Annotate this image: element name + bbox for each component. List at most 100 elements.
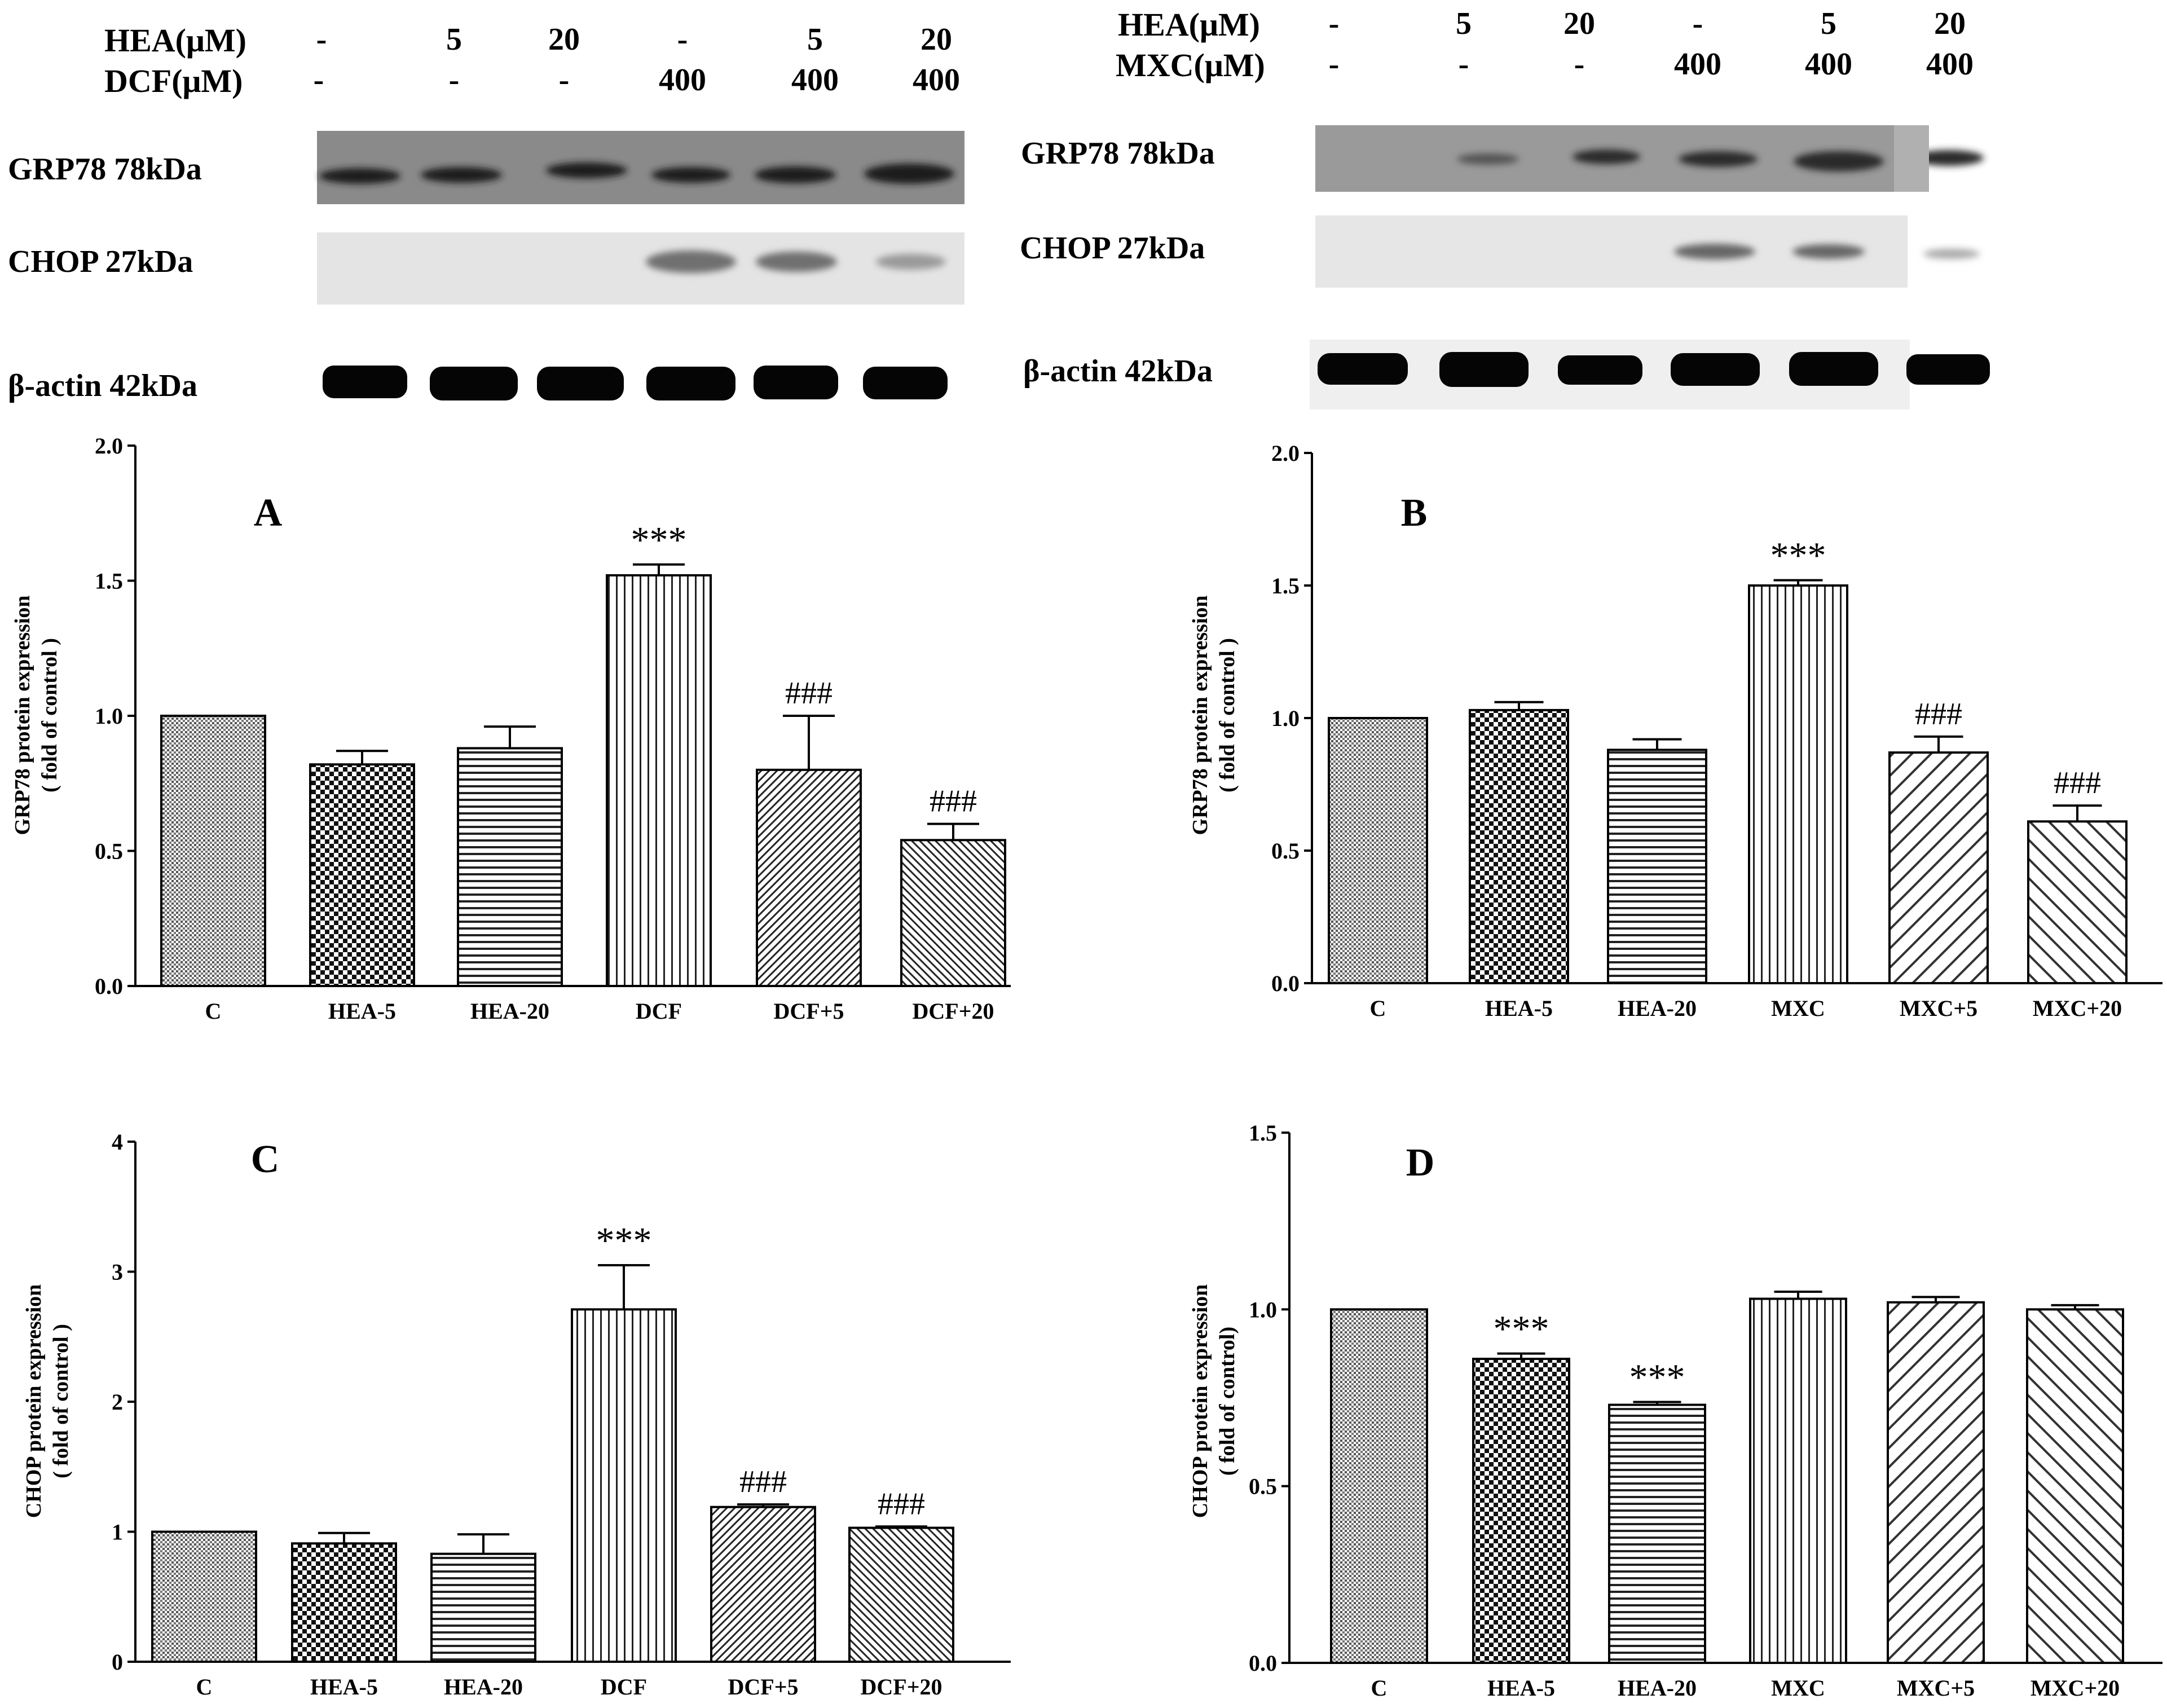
- x-tick-label: HEA-20: [1618, 996, 1697, 1021]
- x-tick-label: DCF+20: [861, 1674, 942, 1700]
- bar: [1472, 1358, 1570, 1664]
- bar: [900, 839, 1006, 987]
- condition-value: -: [1458, 47, 1469, 82]
- bar: [1330, 1308, 1428, 1664]
- y-tick-label: 1.5: [1249, 1120, 1277, 1146]
- y-tick-label: 2.0: [1271, 441, 1300, 466]
- y-axis-sublabel: ( fold of control ): [49, 1324, 73, 1478]
- significance-label: ###: [930, 784, 977, 819]
- y-tick-label: 0.0: [95, 974, 123, 999]
- bar: [1469, 708, 1569, 985]
- x-tick-label: MXC+5: [1897, 1675, 1975, 1701]
- panel-letter: A: [254, 491, 283, 535]
- x-tick-label: DCF+5: [774, 998, 844, 1024]
- condition-value: -: [313, 63, 324, 98]
- y-tick-label: 0.0: [1249, 1650, 1277, 1676]
- y-tick-label: 1.0: [1249, 1297, 1277, 1322]
- x-tick-label: C: [196, 1674, 213, 1700]
- significance-label: ***: [1494, 1309, 1549, 1350]
- y-axis-sublabel: ( fold of control ): [38, 638, 61, 793]
- condition-value: 5: [446, 22, 462, 57]
- y-tick-label: 0.5: [1249, 1474, 1277, 1499]
- y-axis-label: GRP78 protein expression: [11, 595, 34, 835]
- y-tick-label: 2.0: [95, 433, 123, 459]
- x-tick-label: MXC: [1771, 1675, 1825, 1701]
- significance-label: ***: [1629, 1357, 1685, 1398]
- band-label-chop: CHOP 27kDa: [8, 244, 193, 279]
- bar: [1888, 751, 1989, 984]
- condition-label-dcf: DCF(μM): [104, 63, 243, 99]
- y-axis-sublabel: ( fold of control ): [1215, 638, 1239, 793]
- significance-label: ***: [1770, 535, 1826, 576]
- bar: [430, 1552, 536, 1663]
- y-tick-label: 1.0: [95, 703, 123, 729]
- condition-value: 400: [1805, 47, 1852, 82]
- y-tick-label: 1: [112, 1520, 123, 1545]
- x-tick-label: HEA-5: [1487, 1675, 1555, 1701]
- panel-letter: B: [1401, 491, 1428, 535]
- band-label-grp78: GRP78 78kDa: [8, 152, 202, 187]
- x-tick-label: HEA-20: [470, 998, 549, 1024]
- blot-image-right: [1310, 125, 1990, 410]
- y-axis-label: CHOP protein expression: [1188, 1284, 1212, 1518]
- bar: [2027, 820, 2128, 985]
- band-label-actin: β-actin 42kDa: [8, 368, 197, 403]
- condition-value: 20: [1563, 6, 1595, 41]
- bar: [1608, 1403, 1706, 1665]
- x-tick-label: MXC: [1771, 996, 1825, 1021]
- significance-label: ***: [596, 1220, 652, 1261]
- y-axis-sublabel: ( fold of control): [1215, 1327, 1239, 1476]
- y-tick-label: 3: [112, 1260, 123, 1285]
- x-tick-label: DCF+5: [728, 1674, 799, 1700]
- x-tick-label: HEA-5: [328, 998, 396, 1024]
- bar: [1328, 717, 1428, 984]
- y-tick-label: 1.0: [1271, 706, 1300, 731]
- x-tick-label: MXC+5: [1900, 996, 1977, 1021]
- x-tick-label: MXC+20: [2031, 1675, 2120, 1701]
- significance-label: ***: [631, 520, 687, 561]
- condition-value: 20: [548, 22, 580, 57]
- condition-value: 5: [807, 22, 823, 57]
- condition-label-hea: HEA(μM): [104, 22, 246, 59]
- bar: [1887, 1301, 1985, 1665]
- y-tick-label: 0.0: [1271, 971, 1300, 996]
- condition-value: 400: [791, 63, 839, 98]
- y-tick-label: 1.5: [1271, 573, 1300, 598]
- y-tick-label: 4: [112, 1129, 123, 1155]
- panel-letter: C: [251, 1138, 280, 1181]
- bar: [1607, 749, 1707, 985]
- condition-value: 5: [1821, 6, 1836, 41]
- bar: [848, 1526, 954, 1663]
- western-blot-right: HEA(μM) MXC(μM) - 5 20 - 5 20 - - - 400 …: [1015, 0, 2167, 429]
- x-tick-label: DCF+20: [913, 998, 994, 1024]
- condition-value: 5: [1456, 6, 1472, 41]
- significance-label: ###: [739, 1464, 787, 1499]
- bar: [1748, 584, 1848, 984]
- bar: [1749, 1297, 1847, 1665]
- x-tick-label: DCF: [636, 998, 682, 1024]
- blot-image-left: [317, 131, 964, 400]
- x-tick-label: C: [1371, 1675, 1388, 1701]
- condition-value: 400: [1926, 47, 1974, 82]
- band-label-actin: β-actin 42kDa: [1023, 354, 1213, 389]
- x-tick-label: HEA-20: [444, 1674, 523, 1700]
- condition-value: 400: [1674, 47, 1721, 82]
- band-label-chop: CHOP 27kDa: [1020, 231, 1205, 266]
- western-blot-left: HEA(μM) DCF(μM) - 5 20 - 5 20 - - - 400 …: [0, 0, 1015, 429]
- condition-value: -: [1328, 47, 1340, 82]
- condition-value: -: [1574, 47, 1585, 82]
- chart-panel-a: 0.0 0.5 1.0 1.5 2.0 GRP78 protein expression(…: [11, 433, 1011, 1024]
- condition-value: -: [1692, 6, 1703, 41]
- x-tick-label: DCF: [601, 1674, 647, 1700]
- y-axis-label: CHOP protein expression: [22, 1284, 46, 1518]
- x-tick-label: C: [1370, 996, 1386, 1021]
- bar: [606, 574, 712, 987]
- bar: [160, 715, 266, 987]
- bar: [571, 1308, 677, 1663]
- x-tick-label: HEA-20: [1618, 1675, 1697, 1701]
- x-tick-label: HEA-5: [1485, 996, 1553, 1021]
- y-tick-label: 0.5: [95, 839, 123, 864]
- chart-panel-c: 0 1 2 3 4 CHOP protein expression( fold of co…: [22, 1129, 1011, 1700]
- condition-value: -: [677, 22, 688, 57]
